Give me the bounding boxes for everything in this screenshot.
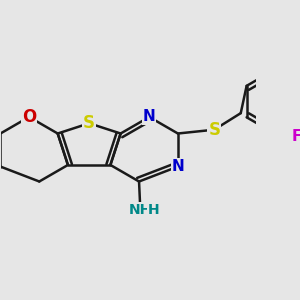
Text: NH: NH [129, 202, 152, 217]
Text: N: N [172, 159, 184, 174]
Text: S: S [83, 114, 95, 132]
Text: N: N [143, 110, 156, 124]
Text: O: O [22, 108, 36, 126]
Text: F: F [292, 129, 300, 144]
Text: S: S [208, 121, 220, 139]
Text: H: H [148, 202, 159, 217]
